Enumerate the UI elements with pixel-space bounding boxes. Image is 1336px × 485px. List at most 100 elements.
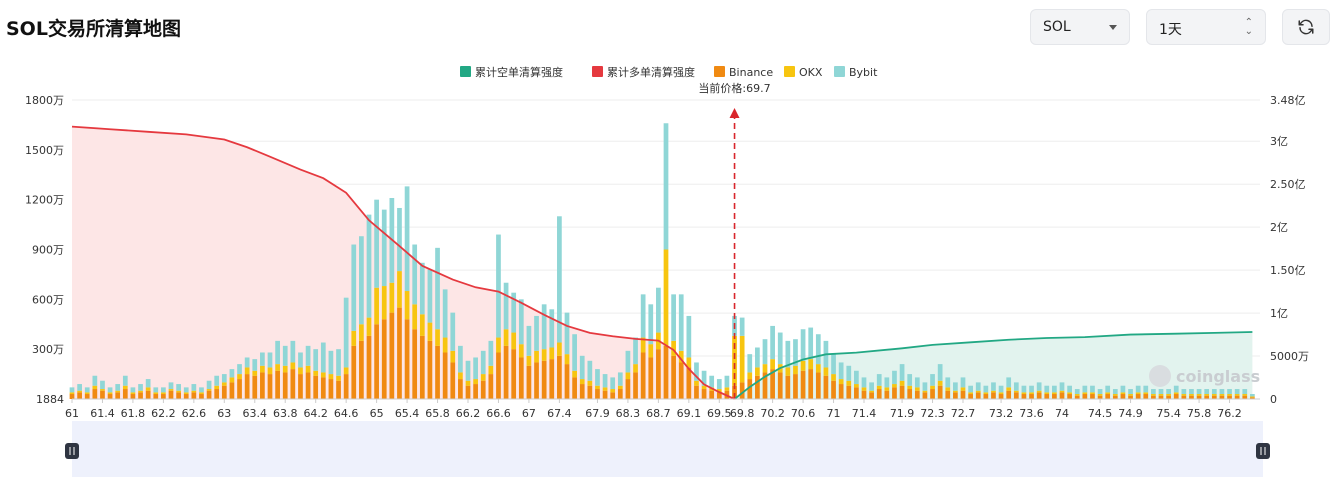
bar-bybit (1135, 385, 1141, 393)
bar-binance (1227, 395, 1232, 399)
bar-okx (442, 337, 448, 353)
bar-okx (221, 382, 227, 386)
refresh-button[interactable] (1282, 9, 1330, 45)
bar-okx (640, 337, 646, 353)
bar-bybit (838, 362, 844, 380)
bar-bybit (214, 375, 220, 386)
bar-bybit (1059, 382, 1065, 391)
bar-okx (557, 342, 562, 356)
x-tick-label: 68.7 (646, 407, 671, 420)
x-tick-label: 67 (522, 407, 536, 420)
bar-bybit (953, 382, 958, 391)
x-tick-label: 65 (370, 407, 384, 420)
bar-bybit (503, 282, 509, 330)
bar-binance (663, 345, 669, 399)
bar-binance (1242, 395, 1248, 399)
bar-bybit (435, 247, 440, 330)
bar-binance (366, 335, 372, 399)
bar-okx (716, 389, 722, 393)
bar-binance (1158, 395, 1164, 399)
bar-binance (793, 374, 798, 399)
page-title: SOL交易所清算地图 (6, 18, 181, 40)
bar-binance (199, 394, 204, 399)
bar-bybit (290, 340, 296, 363)
x-tick-label: 67.4 (547, 407, 572, 420)
bar-bybit (336, 349, 341, 376)
bar-okx (359, 324, 364, 341)
bar-binance (458, 379, 463, 399)
bar-binance (419, 335, 425, 399)
bar-binance (435, 345, 440, 399)
legend-item: 累计空单清算强度 (460, 65, 563, 79)
bar-bybit (115, 384, 121, 391)
bar-bybit (244, 357, 250, 368)
bar-binance (1013, 392, 1019, 399)
bar-okx (914, 387, 920, 391)
bar-binance (983, 394, 989, 399)
bar-binance (945, 390, 951, 399)
bar-bybit (221, 374, 227, 383)
bar-bybit (183, 387, 189, 393)
bar-bybit (861, 377, 867, 388)
bar-bybit (381, 209, 387, 287)
bar-okx (503, 329, 509, 346)
x-tick-label: 74.9 (1118, 407, 1143, 420)
bar-okx (663, 249, 669, 346)
bar-binance (534, 362, 539, 399)
bar-okx (671, 340, 676, 356)
bar-okx (899, 380, 905, 386)
bar-okx (282, 365, 288, 373)
coin-select[interactable]: SOL (1030, 9, 1130, 45)
bar-binance (1112, 395, 1118, 399)
bar-binance (1173, 394, 1179, 399)
bar-binance (968, 394, 973, 399)
zoom-handle-right[interactable] (1256, 443, 1270, 459)
bar-bybit (84, 387, 90, 393)
bar-binance (290, 369, 296, 399)
bar-okx (1120, 392, 1126, 395)
bar-okx (975, 390, 981, 393)
bar-bybit (678, 294, 684, 351)
bar-okx (138, 390, 143, 393)
bar-okx (69, 392, 75, 395)
bar-binance (343, 374, 349, 399)
bar-okx (846, 380, 852, 386)
bar-binance (336, 380, 341, 399)
range-select-value: 1天 (1159, 22, 1182, 38)
bar-bybit (800, 329, 806, 361)
bar-okx (1151, 394, 1156, 396)
bar-okx (229, 377, 235, 383)
bar-binance (1196, 395, 1202, 399)
bar-okx (404, 291, 410, 320)
bar-binance (1097, 395, 1103, 399)
bar-binance (762, 372, 768, 399)
bar-binance (694, 385, 699, 399)
bar-bybit (282, 345, 288, 366)
bar-okx (526, 355, 532, 366)
range-select[interactable]: 1天 ⌃ ⌄ (1146, 9, 1266, 45)
bar-binance (69, 394, 75, 399)
updown-arrows-icon: ⌃ ⌄ (1244, 17, 1253, 37)
bar-bybit (1112, 389, 1118, 395)
bar-binance (854, 387, 859, 399)
bar-okx (701, 385, 707, 390)
bar-binance (1151, 395, 1156, 399)
bar-binance (1044, 394, 1050, 399)
bar-okx (831, 374, 836, 381)
bar-bybit (846, 365, 852, 381)
bar-okx (953, 390, 958, 393)
x-tick-label: 63 (217, 407, 231, 420)
bar-okx (252, 370, 258, 376)
bar-okx (1204, 394, 1210, 396)
bar-bybit (1250, 394, 1255, 397)
bar-binance (84, 394, 90, 399)
long-cumulative-line (71, 125, 735, 400)
zoom-handle-left[interactable] (65, 443, 79, 459)
bar-bybit (252, 359, 258, 371)
bar-okx (633, 364, 638, 373)
legend-label: Bybit (849, 66, 878, 79)
bar-binance (785, 375, 791, 399)
bar-okx (397, 271, 402, 308)
bar-bybit (617, 372, 623, 386)
bar-okx (1097, 394, 1103, 396)
